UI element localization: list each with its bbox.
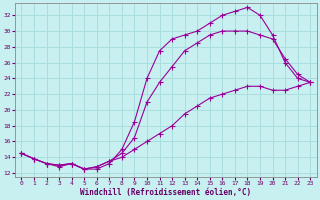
X-axis label: Windchill (Refroidissement éolien,°C): Windchill (Refroidissement éolien,°C) [80, 188, 252, 197]
